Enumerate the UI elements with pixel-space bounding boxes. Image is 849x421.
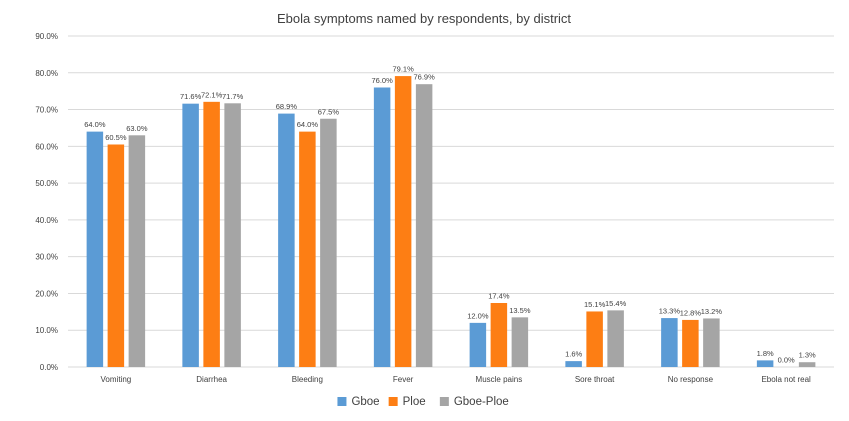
data-labels: 64.0% 60.5%63.0% 71.6% 72.1% 71.7% 68.9% 64.0%…	[84, 65, 816, 365]
data-label: 1.8%	[757, 349, 774, 358]
data-label: 13.2%	[701, 307, 723, 316]
data-label: 60.5%	[105, 133, 127, 142]
data-label: 72.1%	[201, 90, 223, 99]
bar-gboe-ploe-3	[415, 84, 433, 367]
bar-gboe-0	[86, 131, 104, 367]
data-label: 67.5%	[318, 107, 340, 116]
y-tick-label: 0.0%	[40, 363, 58, 372]
data-label: 12.0%	[467, 311, 489, 320]
y-tick-label: 10.0%	[35, 326, 58, 335]
legend-swatch	[439, 397, 449, 406]
data-label: 71.7%	[222, 92, 244, 101]
data-label: 13.5%	[509, 306, 531, 315]
x-axis-category-labels: Vomiting Diarrhea Bleeding Fever Muscle pain…	[101, 375, 811, 384]
bar-gboe-ploe-1	[224, 103, 241, 367]
data-label: 1.6%	[565, 350, 582, 359]
category-label: Muscle pains	[476, 375, 523, 384]
bar-ploe-2	[299, 131, 316, 367]
bar-gboe-ploe-5	[607, 310, 624, 367]
data-label: 15.4%	[605, 299, 627, 308]
data-label: 1.3%	[799, 351, 816, 360]
bar-ploe-6	[682, 319, 699, 367]
data-label: 71.6%	[180, 92, 202, 101]
data-label: 68.9%	[276, 102, 298, 111]
data-label: 76.0%	[371, 76, 393, 85]
y-tick-label: 60.0%	[35, 142, 58, 151]
legend-label: Gboe-Ploe	[454, 396, 509, 408]
bar-gboe-7	[756, 360, 774, 367]
category-label: Vomiting	[101, 375, 132, 384]
bar-gboe-ploe-7	[798, 362, 816, 367]
data-label: 64.0%	[84, 120, 106, 129]
y-tick-label: 70.0%	[35, 106, 58, 115]
bar-ploe-0	[107, 144, 125, 367]
data-label: 17.4%	[488, 292, 510, 301]
legend-swatch	[337, 397, 347, 406]
data-label: 12.8%	[680, 308, 702, 317]
data-label: 76.9%	[413, 73, 435, 82]
category-label: Bleeding	[292, 375, 323, 384]
y-axis-tick-labels: 0.0% 10.0% 20.0% 30.0% 40.0% 50.0% 60.0% 70.0% 8…	[35, 32, 58, 372]
data-label: 64.0%	[297, 120, 319, 129]
data-label: 0.0%	[778, 356, 795, 365]
y-tick-label: 30.0%	[35, 253, 58, 262]
bar-gboe-ploe-4	[511, 317, 529, 367]
data-label: 15.1%	[584, 300, 606, 309]
bar-ploe-4	[490, 303, 508, 367]
y-tick-label: 80.0%	[35, 69, 58, 78]
bar-gboe-1	[182, 103, 199, 367]
category-label: Sore throat	[575, 375, 615, 384]
data-label: 13.3%	[659, 307, 681, 316]
category-label: Ebola not real	[761, 375, 811, 384]
bar-ploe-1	[203, 101, 220, 368]
bars	[86, 76, 816, 368]
y-tick-label: 20.0%	[35, 289, 58, 298]
legend-label: Ploe	[403, 396, 426, 408]
category-label: Fever	[393, 375, 414, 384]
y-tick-label: 50.0%	[35, 179, 58, 188]
y-tick-label: 40.0%	[35, 216, 58, 225]
legend: Gboe Ploe Gboe-Ploe	[337, 396, 509, 408]
bar-ploe-5	[586, 311, 603, 367]
bar-gboe-ploe-0	[128, 135, 146, 367]
category-label: Diarrhea	[196, 375, 227, 384]
bar-gboe-ploe-6	[703, 318, 720, 367]
bar-gboe-5	[565, 361, 582, 367]
data-label: 63.0%	[126, 124, 148, 133]
bar-gboe-6	[661, 318, 678, 367]
bar-gboe-3	[373, 87, 391, 367]
bar-gboe-ploe-2	[320, 118, 337, 367]
category-label: No response	[668, 375, 714, 384]
bar-gboe-4	[469, 322, 487, 367]
chart-title: Ebola symptoms named by respondents, by …	[277, 11, 571, 26]
data-label: 79.1%	[392, 65, 414, 74]
bar-gboe-2	[278, 113, 295, 368]
legend-swatch	[388, 397, 398, 406]
legend-label: Gboe	[351, 396, 379, 408]
bar-ploe-3	[394, 76, 412, 368]
y-tick-label: 90.0%	[35, 32, 58, 41]
